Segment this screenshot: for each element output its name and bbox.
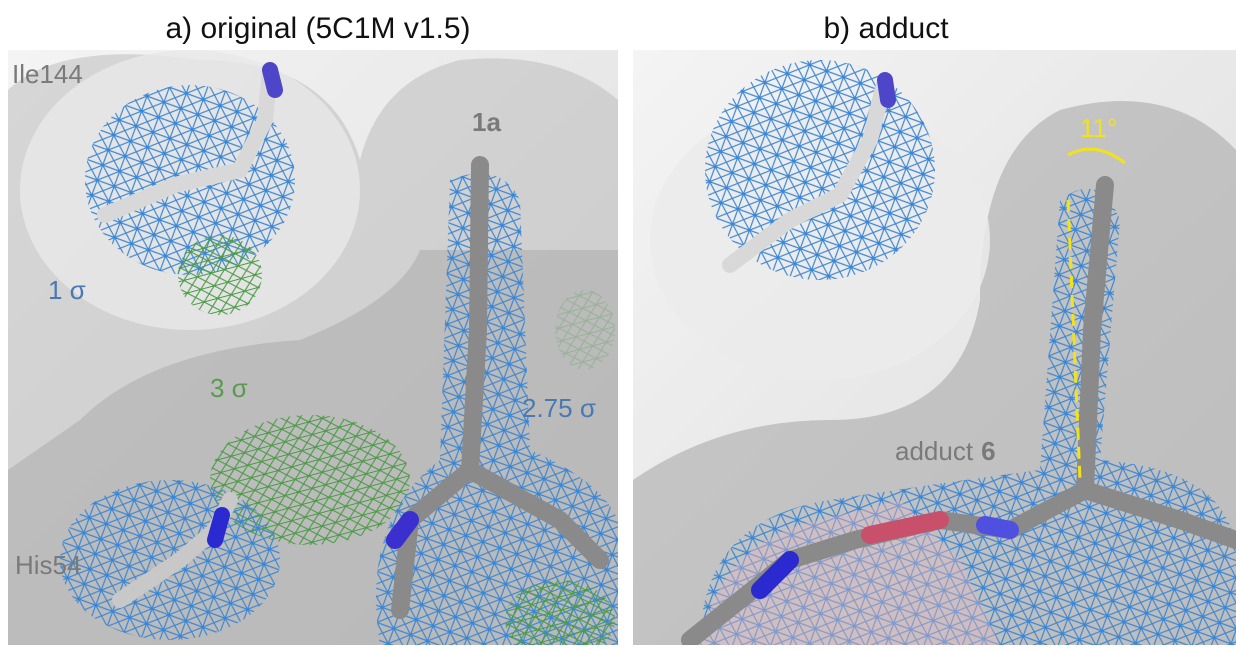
adduct-text: adduct [895, 436, 974, 466]
panel-b-image [633, 50, 1236, 645]
sigma-label: 1 σ [48, 275, 86, 305]
panel-a-image [8, 50, 618, 645]
ligand-label: 1a [472, 107, 501, 137]
figure: a) original (5C1M v1.5) Ile144 1a 1 σ 3 … [0, 0, 1236, 645]
panel-title: a) original (5C1M v1.5) [165, 12, 470, 45]
residue-label: Ile144 [12, 59, 83, 89]
panel-title: b) adduct [823, 12, 949, 45]
residue-label: His54 [15, 550, 81, 580]
angle-label: 11° [1080, 113, 1117, 143]
sigma-label: 3 σ [210, 373, 248, 403]
adduct-number: 6 [981, 436, 995, 466]
sigma-label: 2.75 σ [522, 393, 596, 423]
